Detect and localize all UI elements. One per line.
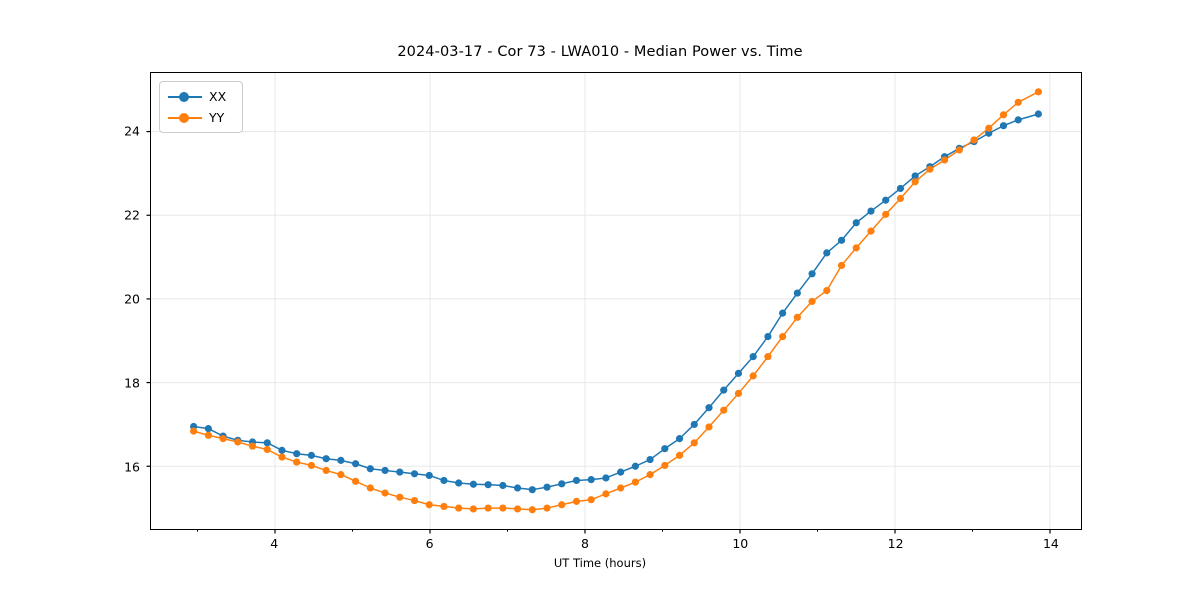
legend-swatch-icon — [168, 91, 202, 103]
plot-area — [146, 72, 1082, 534]
y-tick-label: 20 — [124, 291, 140, 307]
x-tick-label: 4 — [270, 536, 279, 551]
chart-title: 2024-03-17 - Cor 73 - LWA010 - Median Po… — [397, 44, 803, 60]
legend-label: YY — [209, 110, 225, 125]
y-tick-label: 24 — [124, 123, 140, 139]
y-tick-label: 18 — [124, 375, 140, 391]
x-tick-label: 10 — [732, 536, 749, 551]
y-tick-label: 16 — [124, 459, 140, 475]
data-layer — [190, 88, 1042, 514]
x-tick-label: 14 — [1042, 536, 1059, 551]
legend-label: XX — [209, 89, 227, 104]
legend-item-xx[interactable]: XX — [168, 88, 231, 105]
chart-legend: XX YY — [159, 81, 243, 133]
legend-swatch-icon — [168, 112, 202, 124]
x-tick-label: 8 — [580, 536, 589, 551]
y-tick-label: 22 — [124, 207, 140, 223]
x-axis-label: UT Time (hours) — [553, 556, 647, 570]
legend-item-yy[interactable]: YY — [168, 109, 231, 126]
x-tick-label: 6 — [425, 536, 434, 551]
grid-layer — [146, 73, 1081, 534]
x-tick-label: 12 — [887, 536, 904, 551]
